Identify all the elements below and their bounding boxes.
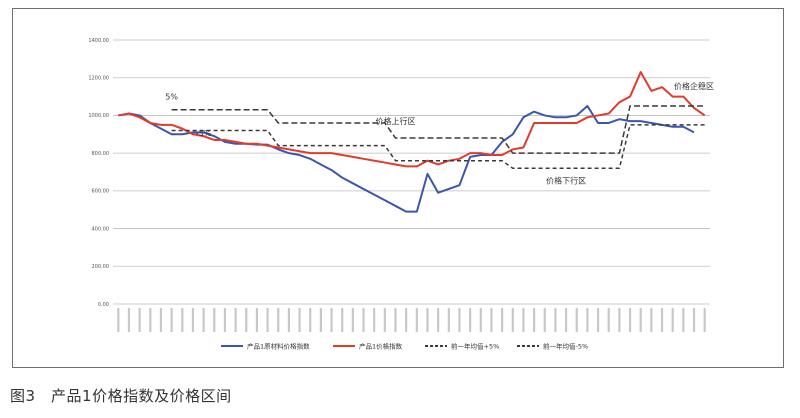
chart-annotation: 价格企稳区 <box>674 81 714 91</box>
x-tick-mark <box>309 308 312 332</box>
y-tick-label: 400.00 <box>92 226 110 232</box>
x-tick-mark <box>650 308 653 332</box>
x-tick-mark <box>191 308 195 332</box>
series-line-2 <box>118 71 706 168</box>
chart-annotation: 5% <box>165 92 178 101</box>
y-tick-label: 200.00 <box>92 264 110 270</box>
legend-label: 前一年均值-5% <box>543 341 588 350</box>
x-tick-mark <box>490 308 493 332</box>
x-tick-mark <box>138 308 141 332</box>
x-tick-mark <box>543 308 546 332</box>
y-tick-label: 0.00 <box>98 302 109 308</box>
x-tick-mark <box>234 308 237 332</box>
y-tick-label: 1000.00 <box>88 113 109 119</box>
x-tick-mark <box>351 308 354 332</box>
chart-annotation: 价格下行区 <box>546 175 586 185</box>
x-tick-mark <box>703 308 706 332</box>
legend-label: 前一年均值+5% <box>451 341 499 350</box>
x-tick-mark <box>469 308 472 332</box>
x-tick-mark <box>181 308 184 332</box>
x-tick-mark <box>628 308 632 332</box>
x-tick-mark <box>511 308 514 332</box>
x-tick-mark <box>405 308 408 332</box>
x-tick-mark <box>426 308 429 332</box>
x-tick-mark <box>170 308 173 332</box>
x-tick-mark <box>341 308 344 332</box>
x-tick-mark <box>501 308 504 332</box>
x-tick-mark <box>362 308 365 332</box>
y-tick-label: 1200.00 <box>88 76 109 82</box>
x-tick-mark <box>383 308 386 332</box>
figure-caption: 图3 产品1价格指数及价格区间 <box>10 387 232 405</box>
x-tick-mark <box>596 308 600 332</box>
x-tick-mark <box>479 308 482 332</box>
chart-frame: 0.00 200.00 400.00 600.00 800.00 1000.00 1200.… <box>12 8 784 368</box>
x-tick-mark <box>287 308 291 332</box>
x-tick-mark <box>266 308 269 332</box>
chart-annotation: -5% <box>196 129 212 138</box>
series-line-1 <box>118 105 695 213</box>
x-tick-mark <box>575 308 578 332</box>
x-tick-mark <box>277 308 280 332</box>
x-tick-mark <box>586 308 589 332</box>
x-tick-mark <box>437 308 440 332</box>
legend-label: 产品1原材料价格指数 <box>247 341 310 350</box>
x-tick-mark <box>682 308 685 332</box>
x-tick-mark <box>692 308 696 332</box>
x-tick-mark <box>373 308 376 332</box>
x-tick-mark <box>618 308 621 332</box>
x-tick-mark <box>319 308 322 332</box>
chart-annotation: 价格上行区 <box>376 116 416 126</box>
x-tick-mark <box>447 308 450 332</box>
x-tick-mark <box>223 308 227 332</box>
x-tick-mark <box>394 308 397 332</box>
y-tick-label: 800.00 <box>92 151 110 157</box>
y-tick-label: 1400.00 <box>88 38 109 44</box>
x-tick-mark <box>159 308 163 332</box>
x-tick-mark <box>660 308 664 332</box>
x-tick-mark <box>245 308 248 332</box>
x-tick-mark <box>255 308 259 332</box>
x-tick-mark <box>671 308 674 332</box>
x-tick-mark <box>149 308 152 332</box>
y-tick-label: 600.00 <box>92 189 110 195</box>
x-tick-mark <box>202 308 205 332</box>
series-line-3 <box>171 105 705 154</box>
x-tick-mark <box>532 308 536 332</box>
x-tick-mark <box>639 308 642 332</box>
x-tick-mark <box>564 308 568 332</box>
series-line-4 <box>171 124 705 169</box>
x-tick-mark <box>415 308 418 332</box>
x-tick-mark <box>213 308 216 332</box>
x-tick-mark <box>554 308 557 332</box>
x-tick-mark <box>607 308 610 332</box>
x-tick-mark <box>458 308 461 332</box>
x-tick-mark <box>330 308 333 332</box>
x-tick-mark <box>298 308 301 332</box>
legend-label: 产品1价格指数 <box>359 341 403 350</box>
price-index-chart: 0.00 200.00 400.00 600.00 800.00 1000.00 1200.… <box>88 38 714 350</box>
x-tick-mark <box>522 308 525 332</box>
x-tick-mark <box>117 308 120 332</box>
x-tick-mark <box>127 308 131 332</box>
